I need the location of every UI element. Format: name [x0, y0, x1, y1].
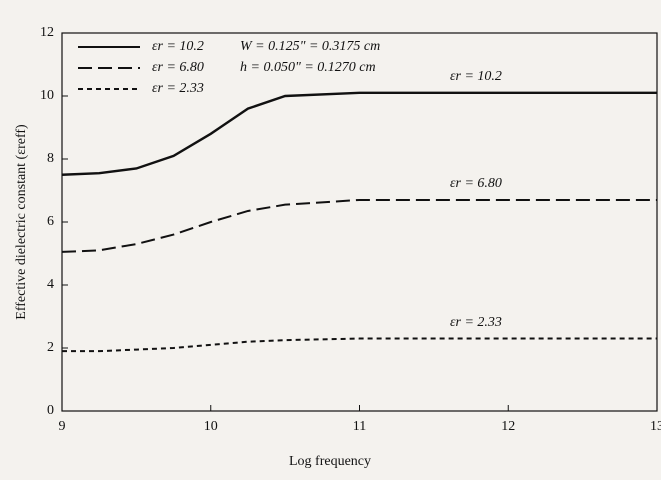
y-tick-label: 4	[47, 277, 54, 292]
legend-label: εr = 2.33	[152, 81, 204, 96]
note: W = 0.125" = 0.3175 cm	[240, 39, 380, 54]
series-line	[61, 91, 657, 176]
y-tick-label: 10	[40, 88, 54, 103]
series-line	[62, 337, 657, 353]
y-tick-label: 12	[40, 25, 54, 40]
note: h = 0.050" = 0.1270 cm	[240, 60, 376, 75]
y-tick-label: 0	[47, 403, 54, 418]
x-tick-label: 10	[204, 419, 218, 434]
legend-label: εr = 6.80	[152, 60, 204, 75]
y-axis-label: Effective dielectric constant (εreff)	[14, 124, 29, 320]
x-tick-label: 13	[650, 419, 661, 434]
y-tick-label: 8	[47, 151, 54, 166]
x-tick-label: 9	[59, 419, 66, 434]
legend-label: εr = 10.2	[152, 39, 204, 54]
y-tick-label: 6	[47, 214, 54, 229]
x-tick-label: 11	[353, 419, 366, 434]
x-axis-label: Log frequency	[289, 454, 371, 469]
series-label: εr = 6.80	[450, 176, 502, 191]
y-tick-label: 2	[47, 340, 54, 355]
series-line	[61, 198, 657, 253]
series-label: εr = 10.2	[450, 69, 502, 84]
x-tick-label: 12	[501, 419, 515, 434]
series-label: εr = 2.33	[450, 315, 502, 330]
